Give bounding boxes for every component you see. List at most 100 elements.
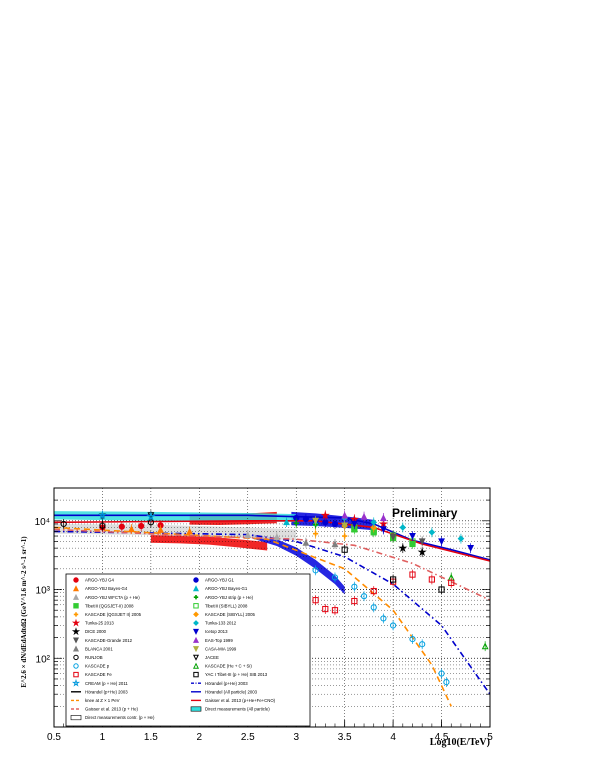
- x-tick-label-3: 3: [293, 732, 299, 743]
- legend-symbol-1-1: [192, 585, 200, 592]
- legend-label-0-15: Gaisser et al. 2013 (p + He): [85, 707, 138, 712]
- point-argo-ybj-wfcta-p-he-1: [273, 533, 281, 541]
- legend-symbol-0-16: [70, 715, 82, 721]
- point-kascade-sibyll-2005-1: [370, 524, 378, 531]
- legend-symbol-0-3: [73, 603, 79, 609]
- plot-frame: [53, 487, 491, 728]
- legend-box: [65, 573, 311, 727]
- x-tick-label-1: 1: [100, 732, 106, 743]
- legend-label-0-13: Hörandel (p+He) 2003: [85, 689, 128, 694]
- legend-label-0-7: KASCADE-Grande 2012: [85, 638, 133, 643]
- legend-symbol-0-12: [71, 678, 81, 687]
- legend-label-1-13: Hörandel (All particle) 2003: [205, 689, 258, 694]
- point-kascade-p-4: [370, 604, 377, 611]
- legend-symbol-1-0: [193, 577, 199, 583]
- point-kascade-fe-1: [322, 605, 329, 613]
- point-argo-ybj-bayes-g4-2: [186, 527, 194, 535]
- legend-label-1-0: ARGO-YBJ G1: [205, 578, 235, 583]
- x-tick-label-2: 2: [197, 732, 203, 743]
- legend-symbol-0-4: [73, 612, 79, 617]
- legend-label-0-1: ARGO-YBJ Bayes-G4: [85, 586, 128, 591]
- legend-label-0-3: TibetIII (QGSJET-II) 2008: [85, 603, 134, 608]
- legend-symbol-0-5: [71, 618, 81, 627]
- legend-label-0-0: ARGO-YBJ G4: [85, 578, 115, 583]
- point-icetop-2013-0: [350, 520, 358, 528]
- point-kascade-grande-2012-0: [389, 533, 397, 541]
- legend-symbol-1-3: [193, 603, 199, 609]
- point-yac-i-tibet-iii-p-he-sib-2013-0: [341, 546, 348, 553]
- point-yac-i-tibet-iii-p-he-sib-2013-1: [390, 576, 397, 583]
- legend-label-0-14: knee at Z × 1 PeV: [85, 698, 120, 703]
- point-icetop-2013-1: [380, 526, 387, 534]
- point-argo-ybj-bayes-g4-0: [128, 525, 135, 533]
- point-kascade-fe-2: [331, 607, 339, 614]
- x-tick-label-1.5: 1.5: [144, 732, 158, 743]
- point-blanca-2001-1: [331, 540, 339, 548]
- legend-symbol-0-0: [73, 577, 79, 583]
- point-kascade-p-7: [409, 636, 416, 643]
- point-blanca-2001-0: [302, 538, 310, 546]
- y-tick-label-10000: 10⁴: [35, 517, 50, 528]
- band-direct-measurements-all-particle: [54, 511, 297, 523]
- point-casa-mia-1999-0: [312, 517, 320, 525]
- point-kascade-fe-7: [428, 576, 435, 583]
- legend-symbol-1-4: [193, 611, 199, 618]
- legend-label-0-11: KASCADE Fe: [85, 672, 112, 677]
- point-kascade-p-5: [380, 615, 387, 622]
- point-icetop-2013-3: [438, 538, 445, 546]
- point-cream-p-he-2011-1: [146, 511, 156, 521]
- y-tick-label-1000: 10³: [36, 586, 51, 597]
- point-argo-ybj-g1-4: [331, 520, 339, 528]
- point-tunka-133-2012-4: [457, 535, 465, 542]
- legend-label-1-2: ARGO-YBJ strip (p + He): [205, 595, 254, 600]
- point-kascade-p-2: [351, 583, 358, 590]
- point-icetop-2013-4: [467, 545, 475, 552]
- legend-symbol-1-11: [193, 671, 199, 678]
- point-kascade-fe-6: [409, 571, 416, 578]
- legend-label-0-2: ARGO-YBJ WFCTA (p + He): [85, 595, 140, 600]
- point-argo-ybj-bayes-g1-0: [283, 518, 290, 526]
- legend-symbol-0-2: [72, 593, 80, 600]
- legend-label-1-1: ARGO-YBJ Bayes-G1: [205, 586, 248, 591]
- band-direct-measurements-contr-p-he: [54, 523, 297, 541]
- point-eas-top-1999-1: [360, 512, 368, 520]
- annotation-preliminary: Preliminary: [392, 506, 458, 520]
- legend-symbol-0-6: [71, 627, 81, 636]
- point-argo-ybj-bayes-g4-1: [157, 526, 164, 533]
- y-axis-label: E^2.6 × dN/dEdAdtdΩ (GeV^1.6 m^-2 s^-1 s…: [20, 536, 28, 688]
- point-kascade-grande-2012-1: [418, 538, 426, 546]
- legend-label-0-10: KASCADE p: [85, 664, 110, 669]
- legend-label-1-14: Gaisser et al. 2013 (p+He+Fe+CNO): [205, 698, 276, 703]
- point-tunka-133-2012-1: [370, 519, 378, 526]
- point-kascade-he-c-si-1: [481, 642, 489, 650]
- point-eas-top-1999-0: [341, 511, 349, 519]
- legend-label-1-7: EAS-Top 1999: [205, 638, 233, 643]
- legend-label-1-10: KASCADE (He + C + Si): [205, 664, 252, 669]
- legend-symbol-0-9: [73, 654, 79, 661]
- x-tick-label-4.5: 4.5: [435, 732, 449, 743]
- legend-label-0-9: RUNJOB: [85, 655, 103, 660]
- point-tunka-133-2012-3: [428, 529, 436, 536]
- legend-symbol-0-7: [72, 637, 80, 644]
- point-tunka-133-2012-2: [399, 524, 407, 531]
- legend-symbol-0-11: [73, 671, 79, 678]
- legend-symbol-1-5: [193, 620, 199, 626]
- legend-symbol-0-8: [72, 645, 80, 652]
- legend-label-1-5: Tunka-133 2012: [205, 621, 237, 626]
- legend-label-1-3: TibetIII (SIBYLL) 2008: [205, 603, 248, 608]
- point-kascade-qgsjet-ii-2005-1: [342, 533, 348, 539]
- point-argo-ybj-g1-1: [302, 515, 310, 523]
- legend-label-0-12: CREAM (p + He) 2011: [85, 681, 128, 686]
- point-kascade-fe-3: [351, 597, 358, 605]
- x-tick-label-0.5: 0.5: [47, 732, 61, 743]
- point-kascade-p-0: [312, 567, 319, 574]
- point-cream-p-he-2011-0: [97, 510, 107, 520]
- legend-label-0-4: KASCADE (QGSJET II) 2005: [85, 612, 142, 617]
- point-kascade-p-10: [443, 679, 450, 686]
- legend-label-0-6: DICE 2000: [85, 629, 107, 634]
- point-argo-ybj-g1-3: [322, 519, 329, 526]
- point-argo-ybj-strip-p-he-0: [293, 520, 299, 526]
- legend-symbol-0-1: [72, 585, 80, 592]
- x-axis-label: Log10(E/TeV): [430, 737, 490, 748]
